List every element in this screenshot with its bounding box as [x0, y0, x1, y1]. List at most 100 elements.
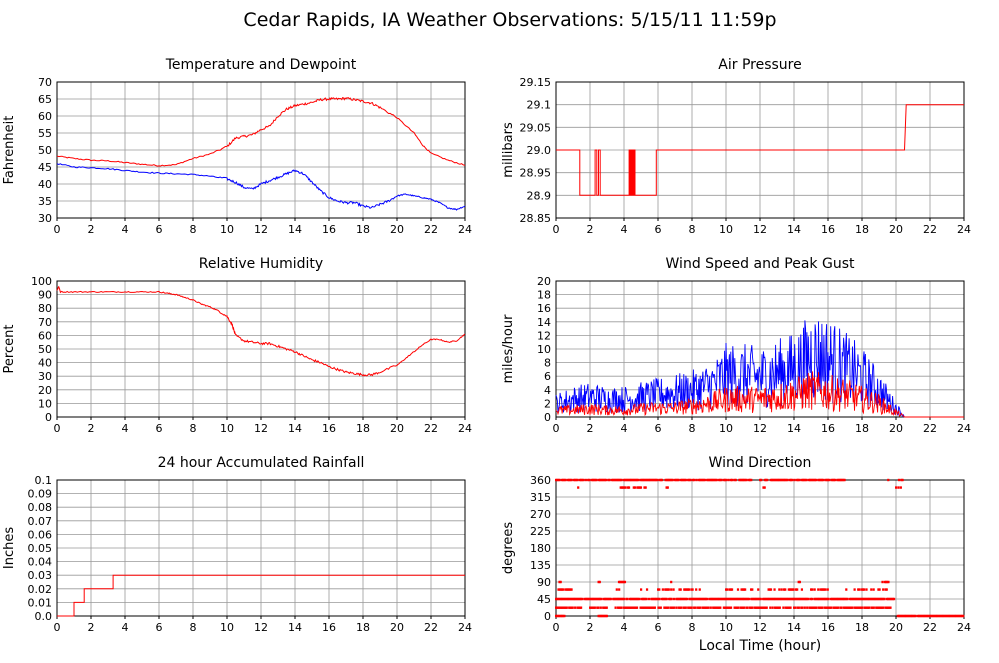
- chart-direction-series-0-point: [641, 606, 645, 609]
- chart-direction-series-0-point: [812, 478, 815, 482]
- chart-direction-series-0-point: [574, 606, 577, 609]
- chart-wind-xtick-label: 0: [553, 422, 560, 435]
- chart-direction-series-0-point: [645, 606, 648, 609]
- chart-direction-series-0-point: [665, 606, 668, 609]
- chart-direction-series-0-point: [619, 478, 622, 482]
- chart-direction-series-0-point: [677, 606, 680, 609]
- chart-direction-series-0-point: [859, 597, 862, 601]
- chart-direction-series-0-point: [846, 597, 849, 601]
- chart-pressure-ytick-label: 28.95: [520, 167, 552, 180]
- chart-direction-series-0-point: [842, 597, 846, 601]
- chart-direction-series-0-point: [693, 478, 696, 482]
- chart-direction-series-0-point: [697, 478, 700, 482]
- chart-direction-series-0-point: [889, 597, 892, 601]
- chart-direction-series-0-point: [688, 478, 691, 482]
- chart-direction-series-0-point: [794, 597, 797, 601]
- chart-direction-series-0-point: [780, 478, 783, 482]
- chart-direction-series-0-point: [796, 588, 799, 591]
- chart-temp-xtick-label: 14: [288, 223, 302, 236]
- chart-direction-series-0-point: [776, 597, 779, 601]
- chart-direction-series-0-point: [570, 597, 573, 601]
- chart-direction-series-0-point: [652, 606, 655, 609]
- chart-direction-series-0-point: [837, 478, 840, 482]
- chart-direction-series-0-point: [842, 478, 845, 482]
- chart-direction-series-0-point: [871, 597, 874, 601]
- chart-direction-series-0-point: [664, 597, 667, 601]
- chart-rain-xtick-label: 0: [54, 621, 61, 634]
- chart-direction-series-0-point: [763, 606, 766, 609]
- chart-direction-series-0-point: [845, 597, 848, 601]
- chart-direction-series-0-point: [597, 580, 600, 584]
- chart-direction-series-0-point: [947, 614, 951, 618]
- chart-direction-series-0-point: [640, 597, 643, 601]
- chart-direction-series-0-point: [671, 606, 674, 609]
- chart-direction-series-0-point: [867, 606, 871, 609]
- chart-direction-series-0-point: [644, 478, 647, 482]
- chart-direction-series-0-point: [677, 478, 680, 482]
- chart-pressure-xtick-label: 2: [587, 223, 594, 236]
- chart-direction-series-0-point: [927, 614, 930, 618]
- chart-direction-series-0-point: [560, 597, 564, 601]
- chart-wind-xtick-label: 14: [787, 422, 801, 435]
- chart-rain-ytick-label: 0.07: [28, 515, 53, 528]
- chart-direction-series-0-point: [643, 606, 646, 609]
- chart-direction-series-0-point: [654, 597, 658, 601]
- chart-direction-series-0-point: [672, 588, 675, 591]
- chart-direction-series-0-point: [560, 614, 564, 618]
- chart-direction-series-0-point: [739, 597, 742, 601]
- chart-direction-series-0-point: [803, 597, 806, 601]
- chart-direction-series-0-point: [858, 597, 861, 601]
- chart-direction-series-0-point: [702, 478, 705, 482]
- chart-direction-series-0-point: [719, 597, 722, 601]
- chart-direction-series-0-point: [696, 606, 699, 609]
- chart-direction-series-0-point: [700, 478, 703, 482]
- chart-direction-series-0-point: [562, 614, 565, 618]
- chart-temp-ytick-label: 60: [38, 110, 52, 123]
- chart-temp-xtick-label: 20: [390, 223, 404, 236]
- chart-temp-xtick-label: 6: [156, 223, 163, 236]
- chart-direction-series-0-point: [657, 597, 660, 601]
- chart-direction-series-0-point: [797, 580, 800, 584]
- chart-direction-series-0-point: [670, 580, 673, 584]
- chart-direction-series-0-point: [723, 478, 727, 482]
- chart-direction-series-0-point: [801, 478, 805, 482]
- chart-direction-series-0-point: [694, 597, 697, 601]
- chart-direction-series-0-point: [624, 478, 627, 482]
- chart-direction-series-0-point: [743, 597, 746, 601]
- chart-humidity-xtick-label: 4: [122, 422, 129, 435]
- chart-direction-series-0-point: [858, 588, 861, 591]
- chart-direction-series-0-point: [603, 606, 606, 609]
- chart-direction-series-0-point: [726, 597, 729, 601]
- chart-direction-series-0-point: [884, 580, 888, 584]
- chart-direction-series-0-point: [852, 597, 855, 601]
- chart-direction-series-0-point: [820, 588, 823, 591]
- chart-direction-series-0-point: [581, 597, 584, 601]
- chart-pressure-xtick-label: 12: [753, 223, 767, 236]
- chart-direction-series-0-point: [597, 614, 600, 618]
- chart-direction-ytick-label: 360: [530, 474, 551, 487]
- chart-direction-series-0-point: [644, 486, 647, 489]
- chart-direction-series-0-point: [887, 597, 890, 601]
- chart-direction-series-0-point: [953, 614, 957, 618]
- chart-direction-series-0-point: [581, 478, 584, 482]
- chart-direction-series-0-point: [941, 614, 945, 618]
- chart-direction-series-0-point: [723, 606, 727, 609]
- chart-direction-series-0-point: [762, 597, 765, 601]
- chart-direction-series-0-point: [660, 478, 664, 482]
- chart-direction-series-0-point: [854, 597, 858, 601]
- chart-wind-ytick-label: 10: [537, 343, 551, 356]
- chart-direction-series-0-point: [813, 478, 816, 482]
- chart-direction-series-0-point: [626, 597, 629, 601]
- chart-direction-series-0-point: [569, 606, 572, 609]
- chart-direction-series-0-point: [687, 606, 690, 609]
- chart-direction-series-0-point: [640, 606, 643, 609]
- chart-pressure-ytick-label: 29.1: [527, 99, 552, 112]
- chart-direction-series-0-point: [866, 606, 869, 609]
- chart-direction-series-0-point: [571, 597, 574, 601]
- chart-direction-series-0-point: [763, 597, 766, 601]
- chart-direction-series-0-point: [918, 614, 921, 618]
- chart-direction-series-0-point: [834, 597, 837, 601]
- chart-direction-series-0-point: [926, 614, 929, 618]
- chart-direction-series-0-point: [639, 486, 643, 489]
